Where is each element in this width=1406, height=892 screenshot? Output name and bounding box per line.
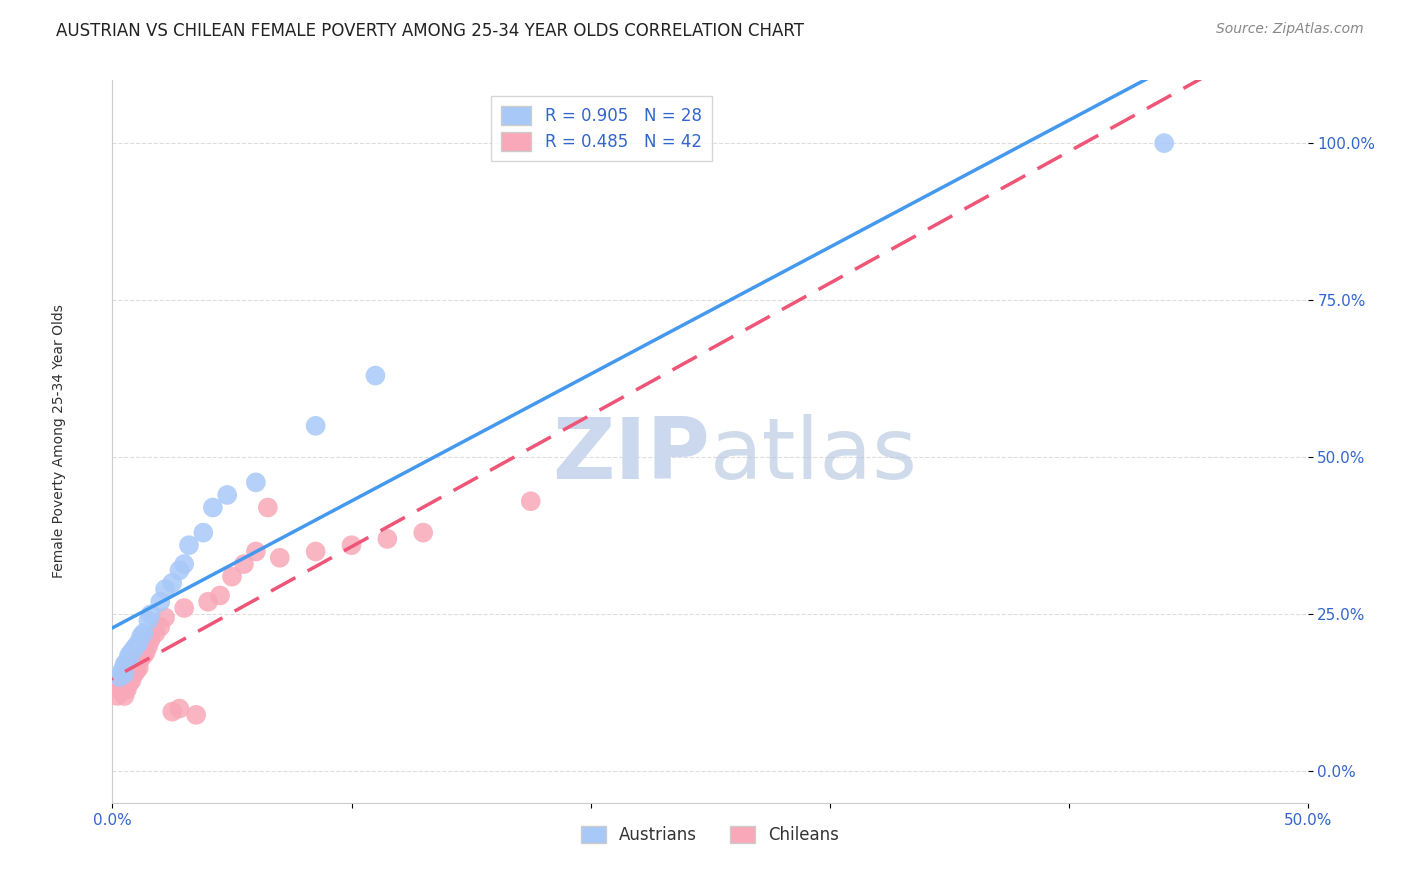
Point [105,689,128,703]
Point [121,661,143,675]
Point [108,682,131,697]
Point [132,648,155,662]
Point [108,676,131,690]
Point [125,639,148,653]
Point [364,368,387,383]
Point [340,538,363,552]
Point [153,610,176,624]
Point [153,582,176,597]
Point [111,673,134,688]
Point [520,494,543,508]
Point [305,544,328,558]
Point [111,680,134,694]
Point [115,667,138,681]
Point [145,626,167,640]
Text: ZIP: ZIP [553,415,710,498]
Point [377,532,399,546]
Point [125,655,148,669]
Point [138,614,160,628]
Point [118,676,141,690]
Point [122,641,145,656]
Point [201,500,224,515]
Point [177,538,200,552]
Point [217,488,239,502]
Text: atlas: atlas [710,415,918,498]
Point [169,701,191,715]
Point [173,601,195,615]
Point [245,475,267,490]
Point [305,418,328,433]
Point [122,657,145,672]
Point [257,500,280,515]
Point [128,661,150,675]
Text: Source: ZipAtlas.com: Source: ZipAtlas.com [1216,22,1364,37]
Point [132,626,155,640]
Text: Female Poverty Among 25-34 Year Olds: Female Poverty Among 25-34 Year Olds [52,304,66,579]
Point [173,557,195,571]
Point [129,651,152,665]
Point [114,689,135,703]
Point [138,639,160,653]
Point [128,635,150,649]
Point [115,655,138,669]
Point [162,575,183,590]
Legend: Austrians, Chileans: Austrians, Chileans [572,817,848,852]
Point [114,667,135,681]
Point [125,664,148,678]
Point [412,525,434,540]
Point [1153,136,1175,150]
Text: AUSTRIAN VS CHILEAN FEMALE POVERTY AMONG 25-34 YEAR OLDS CORRELATION CHART: AUSTRIAN VS CHILEAN FEMALE POVERTY AMONG… [56,22,804,40]
Point [169,563,191,577]
Point [193,525,215,540]
Point [149,620,172,634]
Point [114,670,135,684]
Point [186,707,208,722]
Point [121,673,143,688]
Point [114,657,135,672]
Point [135,645,157,659]
Point [245,544,267,558]
Point [197,595,219,609]
Point [111,664,134,678]
Point [108,670,131,684]
Point [162,705,183,719]
Point [209,589,232,603]
Point [122,667,145,681]
Point [118,651,141,665]
Point [115,682,138,697]
Point [121,645,143,659]
Point [233,557,256,571]
Point [139,632,162,647]
Point [118,664,141,678]
Point [118,648,141,662]
Point [221,569,243,583]
Point [149,595,172,609]
Point [129,629,152,643]
Point [139,607,162,622]
Point [269,550,291,565]
